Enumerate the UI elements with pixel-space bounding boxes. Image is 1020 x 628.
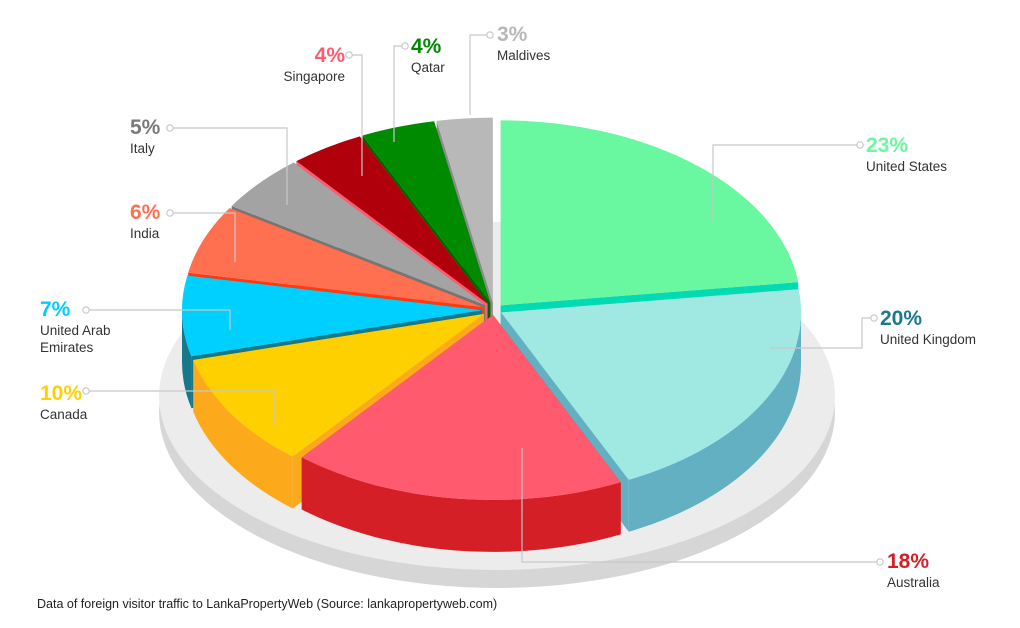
leader-dot <box>401 42 409 50</box>
slice-top <box>188 208 483 308</box>
slice-top <box>182 275 483 357</box>
slice-value-label: 23% <box>866 134 908 157</box>
leader-dot <box>345 51 353 59</box>
leader-dot <box>876 558 884 566</box>
leader-dot <box>166 209 174 217</box>
slice-category-label: Singapore <box>283 69 345 84</box>
slice-category-label: India <box>130 226 160 241</box>
slice-value-label: 7% <box>40 298 71 321</box>
slice-rim <box>193 359 293 509</box>
leader-dot <box>166 124 174 132</box>
leader-line <box>349 54 363 176</box>
leader-dot <box>856 141 864 149</box>
slice-category-label: Australia <box>887 575 940 590</box>
slice-category-label: Qatar <box>411 60 445 75</box>
slice-rim <box>182 310 192 409</box>
slice-category-label: Maldives <box>497 48 551 63</box>
slice-value-label: 6% <box>130 201 161 224</box>
slice-value-label: 20% <box>880 307 922 330</box>
leader-dot <box>870 314 878 322</box>
slice-top <box>436 117 493 303</box>
leader-line <box>170 212 236 262</box>
leader-line <box>86 309 231 330</box>
leader-line <box>469 34 490 115</box>
leader-line <box>770 317 874 349</box>
slice-category-label: Emirates <box>40 340 94 355</box>
leader-dot <box>486 31 494 39</box>
slice-value-label: 10% <box>40 382 82 405</box>
slice-value-label: 3% <box>497 23 528 46</box>
slice-australia <box>301 314 621 552</box>
leader-line <box>521 448 880 563</box>
slice-top <box>296 136 488 304</box>
leader-dot <box>82 387 90 395</box>
slice-value-label: 4% <box>411 35 442 58</box>
slice-category-label: United Kingdom <box>880 332 976 347</box>
leader-dot <box>82 306 90 314</box>
slice-category-label: Canada <box>40 407 88 422</box>
slice-labels: 23% United States 20% United Kingdom 18% Aust… <box>40 23 976 590</box>
slice-value-label: 18% <box>887 550 929 573</box>
slice-top <box>500 120 799 306</box>
chart-caption: Data of foreign visitor traffic to Lanka… <box>37 597 498 611</box>
leader-line <box>170 127 288 205</box>
slice-value-label: 5% <box>130 116 161 139</box>
slice-category-label: United Arab <box>40 323 111 338</box>
leader-lines <box>82 31 884 566</box>
slice-top <box>301 314 621 500</box>
slice-rim <box>628 312 802 532</box>
pie-slices <box>182 117 802 552</box>
slice-top <box>501 289 802 480</box>
leader-line <box>86 390 276 425</box>
slice-category-label: United States <box>866 159 947 174</box>
slice-rim <box>301 457 621 552</box>
slice-top <box>362 121 491 303</box>
leader-line <box>712 144 860 222</box>
slice-category-label: Italy <box>130 141 155 156</box>
slice-top <box>231 162 485 306</box>
slice-top <box>193 313 484 457</box>
slice-value-label: 4% <box>315 44 346 67</box>
